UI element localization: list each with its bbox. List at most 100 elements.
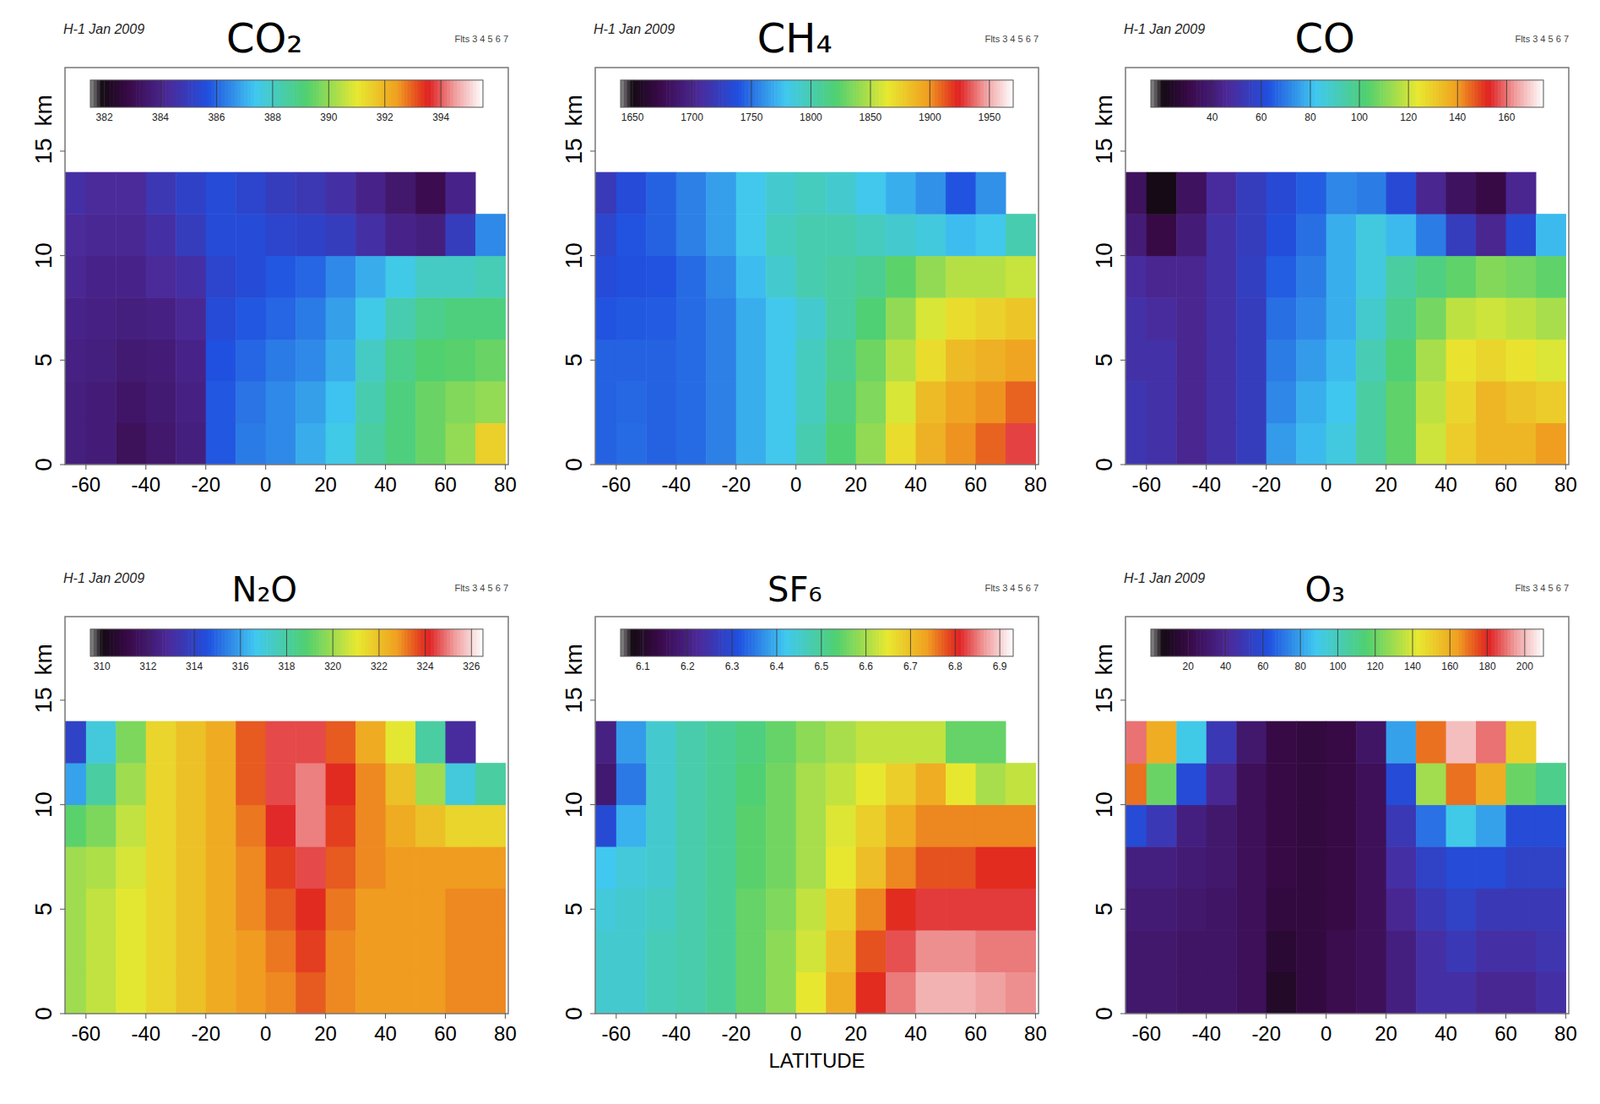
colorbar-segment [470,629,474,657]
cell [736,423,767,465]
colorbar-segment [823,629,827,657]
colorbar-segment [1304,629,1308,657]
colorbar-segment [313,629,317,657]
colorbar-segment [106,629,110,657]
colorbar-segment [1229,629,1233,657]
frame [595,616,1039,1014]
colorbar-segment [385,629,389,657]
colorbar-segment [172,629,176,657]
cell [235,339,266,382]
cell [475,888,506,931]
cell [1146,172,1177,215]
cell [1125,846,1147,889]
colorbar-segment [1262,80,1266,108]
cell [86,213,117,256]
x-tick [265,464,266,470]
colorbar-segment [103,80,108,108]
cell [976,929,1007,972]
cell [325,929,357,972]
cell [595,297,617,340]
cell [1206,888,1237,931]
cell [1206,380,1237,424]
colorbar-tick [1309,80,1311,108]
cell [355,297,386,340]
cell [976,423,1007,465]
cell [676,804,707,847]
cell [1005,929,1036,972]
colorbar-segment [191,80,196,108]
colorbar-segment [1468,80,1472,108]
cell [355,721,386,764]
colorbar-segment [119,80,124,108]
x-tick [1565,464,1567,470]
cell [385,213,417,256]
colorbar-label: 390 [320,111,337,124]
cell [146,846,177,889]
colorbar-segment [303,629,307,657]
cell [475,971,506,1014]
colorbar-segment [1478,629,1482,657]
colorbar-segment [1337,629,1341,657]
cell [1326,423,1357,465]
colorbar-segment [1461,629,1465,657]
colorbar-segment [1426,80,1430,108]
cell [1326,339,1357,382]
colorbar-segment [329,629,333,657]
colorbar-segment [247,629,251,657]
colorbar-segment [1379,629,1384,657]
colorbar-segment [1281,80,1286,108]
colorbar-segment [381,629,386,657]
colorbar-segment [1190,629,1194,657]
y-tick-label: 5 [560,902,587,917]
colorbar-segment [859,629,863,657]
colorbar-segment [1173,629,1177,657]
cell [825,255,857,299]
colorbar-segment [1454,80,1459,108]
frame [595,67,1039,465]
colorbar-segment [856,80,860,108]
colorbar-segment [967,80,971,108]
cell [1446,888,1477,931]
colorbar-segment [1150,629,1155,657]
colorbar-segment [348,80,353,108]
colorbar-segment [280,80,284,108]
colorbar-segment [964,629,968,657]
cell [235,213,266,256]
cell [595,213,617,256]
colorbar-segment [358,629,363,657]
cell [1326,380,1357,424]
cells [1125,172,1567,465]
cell [616,971,647,1014]
colorbar-segment [1297,629,1302,657]
colorbar-segment [401,80,405,108]
colorbar-segment [1317,629,1322,657]
colorbar-segment [915,80,919,108]
x-tick-label: 0 [260,472,272,496]
colorbar-segment [810,80,814,108]
colorbar-segment [901,629,906,657]
colorbar-segment [767,629,771,657]
colorbar-segment [332,80,337,108]
colorbar-tick [424,629,426,657]
colorbar-label: 6.3 [725,660,740,673]
colorbar-segment [915,629,919,657]
cell [265,846,297,889]
colorbar-segment [391,80,396,108]
cell [945,213,977,256]
colorbar-segment [254,80,258,108]
cell [1386,297,1417,340]
colorbar-segment [1160,629,1165,657]
cell [1326,762,1357,805]
colorbar-segment [414,80,418,108]
cell [1386,846,1417,889]
cell [265,971,297,1014]
colorbar-segment [807,629,811,657]
cell [765,846,797,889]
cell [1125,721,1147,764]
colorbar-segment [217,629,222,657]
cell [1206,172,1237,215]
cell [645,762,677,805]
colorbar-segment [472,80,477,108]
x-tick-label: -40 [130,1021,161,1045]
cell [705,213,737,256]
